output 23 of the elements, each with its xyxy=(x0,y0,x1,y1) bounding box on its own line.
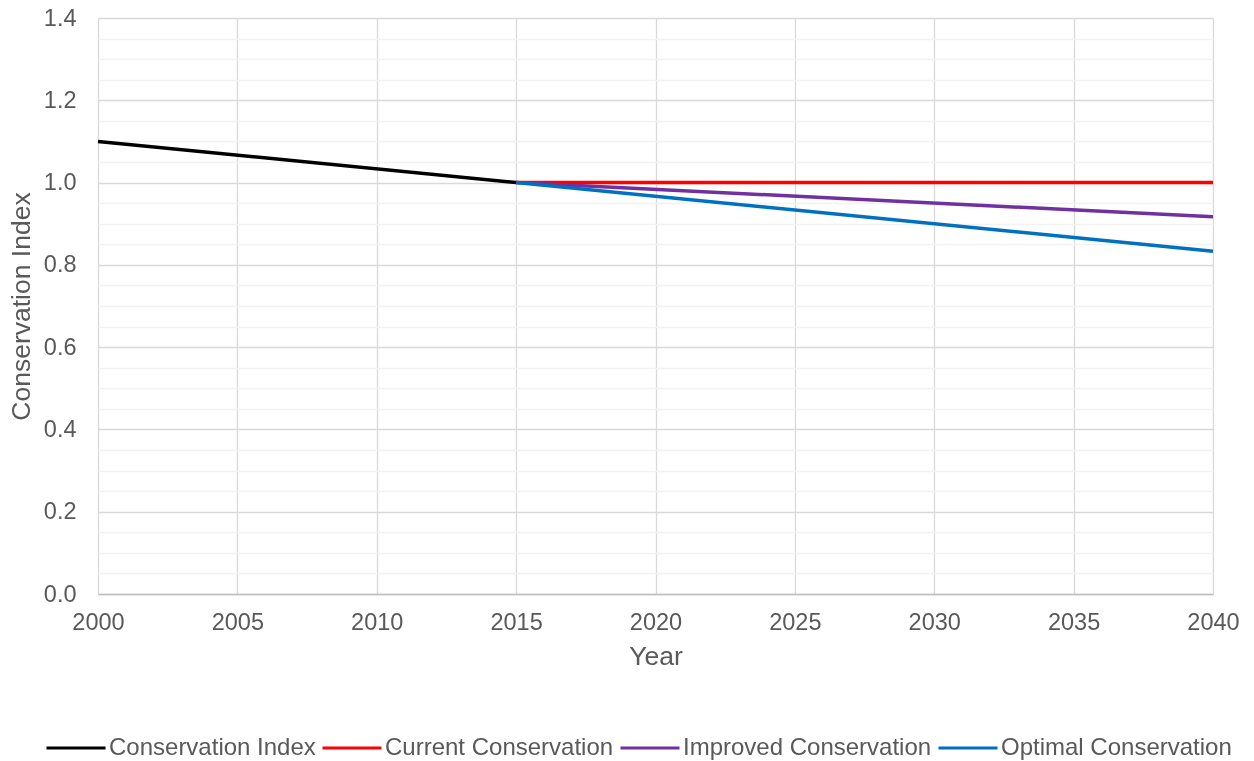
y-tick-label: 0.0 xyxy=(43,580,77,607)
y-tick-label: 0.8 xyxy=(43,251,77,278)
x-axis-title: Year xyxy=(629,641,683,671)
x-tick-label: 2015 xyxy=(490,608,543,635)
x-tick-label: 2000 xyxy=(72,608,125,635)
x-tick-label: 2025 xyxy=(769,608,822,635)
y-tick-label: 0.4 xyxy=(43,415,77,442)
x-tick-label: 2040 xyxy=(1187,608,1240,635)
y-tick-label: 0.6 xyxy=(43,333,77,360)
y-axis-title: Conservation Index xyxy=(5,192,36,421)
y-tick-label: 1.4 xyxy=(43,4,77,31)
x-tick-label: 2030 xyxy=(908,608,961,635)
legend-label: Optimal Conservation xyxy=(1001,733,1232,760)
y-tick-label: 1.0 xyxy=(43,169,77,196)
y-tick-label: 1.2 xyxy=(43,86,77,113)
x-tick-label: 2020 xyxy=(629,608,683,635)
x-tick-label: 2005 xyxy=(211,608,265,635)
x-tick-label: 2010 xyxy=(351,608,404,635)
y-tick-label: 0.2 xyxy=(43,498,77,525)
x-tick-label: 2035 xyxy=(1047,608,1101,635)
legend-label: Conservation Index xyxy=(109,733,316,760)
legend-label: Current Conservation xyxy=(385,733,614,760)
legend-label: Improved Conservation xyxy=(683,733,932,760)
